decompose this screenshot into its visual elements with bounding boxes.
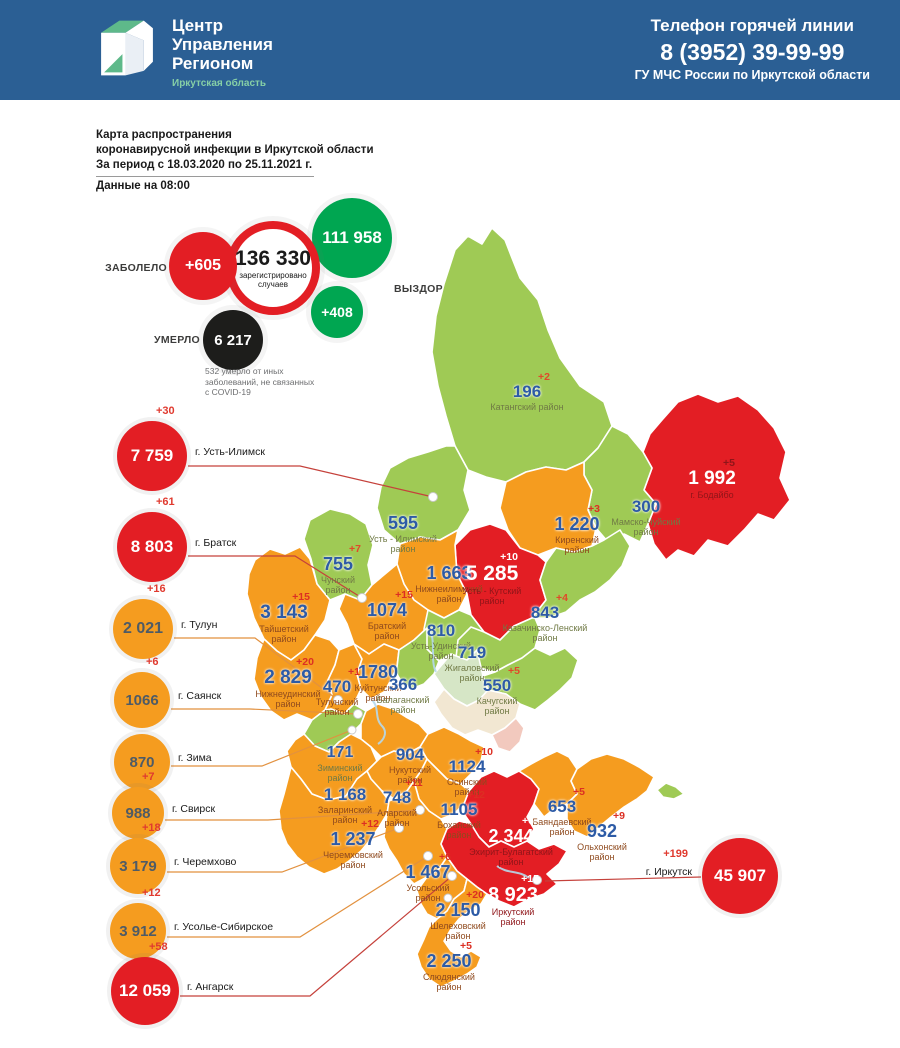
city-marker: +58 12 059 г. Ангарск [111,941,233,1025]
cube-logo-icon [101,20,153,76]
city-circle: 45 907 [702,838,778,914]
city-circle: 988 [112,787,164,839]
region-shape [393,627,440,690]
city-label: г. Братск [195,537,237,549]
city-delta: +61 [156,496,175,508]
city-label: г. Усть-Илимск [195,446,265,458]
city-circle: 3 912 [110,903,166,959]
city-circle: 3 179 [110,838,166,894]
city-label: г. Саянск [178,690,222,702]
recovered-circle: 111 958 [312,198,392,278]
city-marker: +7 988 г. Свирск [112,771,215,839]
hotline-block: Телефон горячей линии 8 (3952) 39-99-99 … [635,16,870,82]
logo-line1: Центр [172,16,224,35]
logo: Центр Управления Регионом Иркутская обла… [96,16,273,89]
recovered-delta-circle: +408 [311,286,363,338]
olkhon-island [656,782,685,800]
city-label: г. Иркутск [645,866,692,878]
city-label: г. Зима [178,752,212,764]
logo-line2: Управления [172,35,273,54]
total-caption1: зарегистрировано [239,271,307,280]
city-dots [333,492,542,903]
died-circle: 6 217 [203,310,263,370]
city-label: г. Ангарск [187,981,234,993]
map-title: Карта распространения коронавирусной инф… [96,128,374,177]
title-line1: Карта распространения [96,129,232,141]
infected-label: ЗАБОЛЕЛО [105,262,167,274]
city-marker: +18 3 179 г. Черемхово [110,822,236,894]
city-marker: +16 2 021 г. Тулун [113,583,217,659]
city-label: г. Свирск [172,803,216,815]
infected-delta-circle: +605 [169,232,237,300]
hotline-org: ГУ МЧС России по Иркутской области [634,68,870,82]
title-line3: За период с 18.03.2020 по 25.11.2021 г. [96,159,313,171]
city-marker: +30 7 759 г. Усть-Илимск [117,405,265,491]
city-circle: 1066 [114,672,170,728]
city-marker: +61 8 803 г. Братск [117,496,236,582]
title-underline [96,176,314,177]
region-shape [278,766,390,875]
city-delta: +18 [142,822,161,834]
total-value: 136 330 [235,247,311,270]
city-circle: 7 759 [117,421,187,491]
region-shape [566,753,655,838]
region-shape [416,878,488,988]
city-circle: 2 021 [113,599,173,659]
city-delta: +12 [142,887,161,899]
died-label: УМЕРЛО [154,334,200,346]
city-marker: +199 45 907 г. Иркутск [646,838,778,914]
city-circle: 12 059 [111,957,179,1025]
total-circle: 136 330 зарегистрировано случаев [226,221,320,315]
region-shape [431,227,613,483]
died-footnote: 532 умерло от иных заболеваний, не связа… [205,366,315,397]
logo-subtitle: Иркутская область [172,78,267,89]
connector-lines [165,465,702,997]
city-delta: +199 [663,848,688,860]
water-lines [371,629,530,879]
city-delta: +58 [149,941,168,953]
region-shape [353,643,400,700]
city-label: г. Тулун [181,619,218,631]
total-caption2: случаев [258,280,288,289]
city-delta: +30 [156,405,175,417]
city-marker: +12 3 912 г. Усолье-Сибирское [110,887,273,959]
city-delta: +7 [142,771,155,783]
city-marker: +6 1066 г. Саянск [114,656,221,728]
city-marker: 870 г. Зима [114,734,212,790]
data-time-label: Данные на 08:00 [96,180,190,192]
map-regions [246,227,791,988]
city-label: г. Усолье-Сибирское [174,921,274,933]
city-label: г. Черемхово [174,856,237,868]
city-circle: 870 [114,734,170,790]
city-delta: +6 [146,656,159,668]
region-shape [642,393,791,561]
title-line2: коронавирусной инфекции в Иркутской обла… [96,144,374,156]
pale-region [491,717,525,753]
logo-line3: Регионом [172,54,254,73]
hotline-label: Телефон горячей линии [650,16,854,35]
region-shape [531,529,631,619]
header: Центр Управления Регионом Иркутская обла… [0,0,900,100]
city-delta: +16 [147,583,166,595]
city-circle: 8 803 [117,512,187,582]
hotline-phone: 8 (3952) 39-99-99 [660,39,845,65]
